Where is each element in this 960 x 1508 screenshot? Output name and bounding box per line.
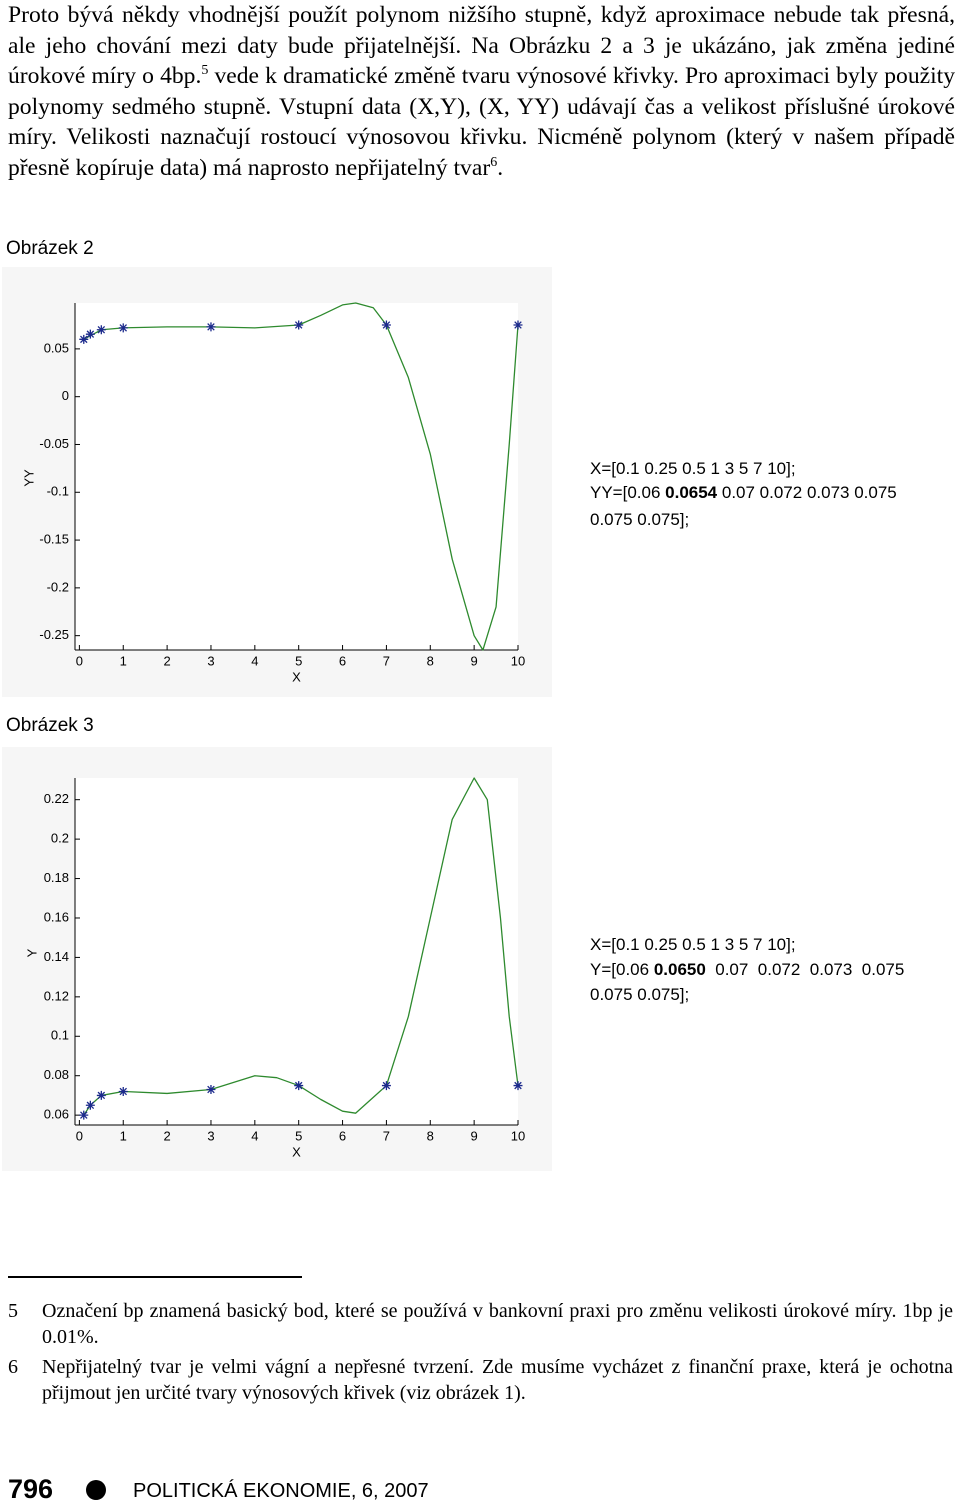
footnote-number: 6 — [8, 1356, 18, 1378]
x-tick-label: 5 — [295, 653, 302, 668]
y-tick-label: 0.06 — [44, 1107, 69, 1122]
annotation-text: 0.07 0.072 0.073 0.075 — [717, 483, 897, 502]
data-point — [96, 325, 106, 335]
y-tick-label: -0.2 — [47, 579, 69, 594]
y-tick-label: 0.12 — [44, 988, 69, 1003]
journal-name: POLITICKÁ EKONOMIE, 6, 2007 — [133, 1480, 429, 1502]
x-tick-label: 10 — [511, 653, 525, 668]
y-tick-label: 0.22 — [44, 791, 69, 806]
curve — [83, 777, 519, 1116]
text: Proto bývá někdy vhodnější použít polyno… — [8, 2, 955, 89]
text: vede k dramatické změně tvaru výnosové k… — [8, 63, 955, 181]
annotation: X=[0.1 0.25 0.5 1 3 5 7 10]; — [590, 459, 796, 478]
footnote: 5 Označení bp znamená basický bod, které … — [8, 1298, 953, 1350]
y-tick-label: 0.1 — [51, 1028, 69, 1043]
footnote-number: 5 — [8, 1300, 18, 1322]
annotation-text: 0.07 0.072 0.073 0.075 — [706, 960, 905, 979]
x-tick-label: 4 — [251, 1128, 258, 1143]
data-point — [206, 322, 216, 332]
data-point — [85, 1100, 95, 1110]
y-tick-label: -0.05 — [39, 436, 69, 451]
annotation-text: 0.0654 — [665, 483, 718, 502]
y-tick-label: 0.08 — [44, 1067, 69, 1082]
data-point — [118, 1086, 128, 1096]
y-tick-label: -0.15 — [39, 532, 69, 547]
separator-dot — [86, 1480, 106, 1500]
y-tick-label: 0.05 — [44, 340, 69, 355]
chart: 0.05 0 -0.05 -0.1 -0.15 -0.2 -0.25 0 1 2 3 4 5 6 7 8 9 10… — [2, 267, 897, 697]
y-tick-label: -0.25 — [39, 627, 69, 642]
data-point — [79, 1110, 89, 1120]
x-tick-label: 10 — [511, 1128, 525, 1143]
x-tick-label: 6 — [339, 653, 346, 668]
x-tick-label: 3 — [207, 1128, 214, 1143]
x-tick-label: 1 — [120, 653, 127, 668]
annotation-text: 0.075 0.075]; — [590, 985, 689, 1004]
data-point — [96, 1090, 106, 1100]
data-point — [381, 1081, 391, 1091]
annotation: 0.075 0.075]; — [590, 985, 689, 1004]
x-tick-label: 6 — [339, 1128, 346, 1143]
y-tick-label: -0.1 — [47, 484, 69, 499]
footnote-rule — [8, 1276, 302, 1278]
x-tick-label: 7 — [383, 653, 390, 668]
x-axis-label: X — [292, 1144, 301, 1159]
annotation-text: YY=[0.06 — [590, 483, 665, 502]
annotation: YY=[0.06 0.0654 0.07 0.072 0.073 0.075 — [590, 483, 897, 502]
annotation-text: Y=[0.06 — [590, 960, 654, 979]
data-point — [513, 1081, 523, 1091]
x-tick-label: 1 — [120, 1128, 127, 1143]
y-tick-label: 0 — [62, 388, 69, 403]
text: . — [497, 154, 504, 181]
y-axis-label: YY — [21, 469, 36, 487]
y-tick-label: 0.16 — [44, 909, 69, 924]
y-tick-label: 0.14 — [44, 949, 69, 964]
data-point — [381, 320, 391, 330]
annotation: 0.075 0.075]; — [590, 510, 689, 529]
data-point — [206, 1085, 216, 1095]
annotation: X=[0.1 0.25 0.5 1 3 5 7 10]; — [590, 935, 796, 954]
plot-area — [75, 303, 518, 650]
footnote: 6 Nepřijatelný tvar je velmi vágní a nepř… — [8, 1354, 953, 1406]
annotation: Y=[0.06 0.0650 0.07 0.072 0.073 0.075 — [590, 960, 904, 979]
x-tick-label: 0 — [76, 1128, 83, 1143]
y-tick-label: 0.18 — [44, 870, 69, 885]
x-tick-label: 9 — [471, 653, 478, 668]
figure-caption: Obrázek 3 — [6, 715, 94, 736]
page-number: 796 — [8, 1474, 54, 1504]
figure-caption: Obrázek 2 — [6, 238, 94, 259]
data-point — [85, 329, 95, 339]
x-axis-label: X — [292, 669, 301, 684]
x-tick-label: 8 — [427, 653, 434, 668]
annotation-text: 0.075 0.075]; — [590, 510, 689, 529]
x-tick-label: 5 — [295, 1128, 302, 1143]
annotation-text: 0.0650 — [654, 960, 706, 979]
x-tick-label: 0 — [76, 653, 83, 668]
data-point — [294, 320, 304, 330]
footnote-text: Nepřijatelný tvar je velmi vágní a nepře… — [42, 1356, 953, 1404]
data-point — [294, 1081, 304, 1091]
annotation-text: X=[0.1 0.25 0.5 1 3 5 7 10]; — [590, 459, 796, 478]
footnote-ref: 6 — [490, 154, 498, 170]
data-point — [79, 334, 89, 344]
paragraph: Proto bývá někdy vhodnější použít polyno… — [8, 0, 955, 183]
plot-area — [75, 778, 518, 1125]
footnote-text: Označení bp znamená basický bod, které s… — [42, 1300, 953, 1348]
x-tick-label: 2 — [163, 653, 170, 668]
x-tick-label: 9 — [471, 1128, 478, 1143]
y-axis-label: Y — [24, 948, 39, 957]
y-tick-label: 0.2 — [51, 831, 69, 846]
x-tick-label: 8 — [427, 1128, 434, 1143]
x-tick-label: 4 — [251, 653, 258, 668]
curve — [83, 302, 519, 651]
x-tick-label: 2 — [163, 1128, 170, 1143]
x-tick-label: 7 — [383, 1128, 390, 1143]
data-point — [118, 323, 128, 333]
footnote-ref: 5 — [201, 63, 209, 79]
chart: 0.22 0.2 0.18 0.16 0.14 0.12 0.1 0.08 0.06 0 1 2 3 4 5… — [2, 747, 904, 1171]
x-tick-label: 3 — [207, 653, 214, 668]
data-point — [513, 320, 523, 330]
annotation-text: X=[0.1 0.25 0.5 1 3 5 7 10]; — [590, 935, 796, 954]
